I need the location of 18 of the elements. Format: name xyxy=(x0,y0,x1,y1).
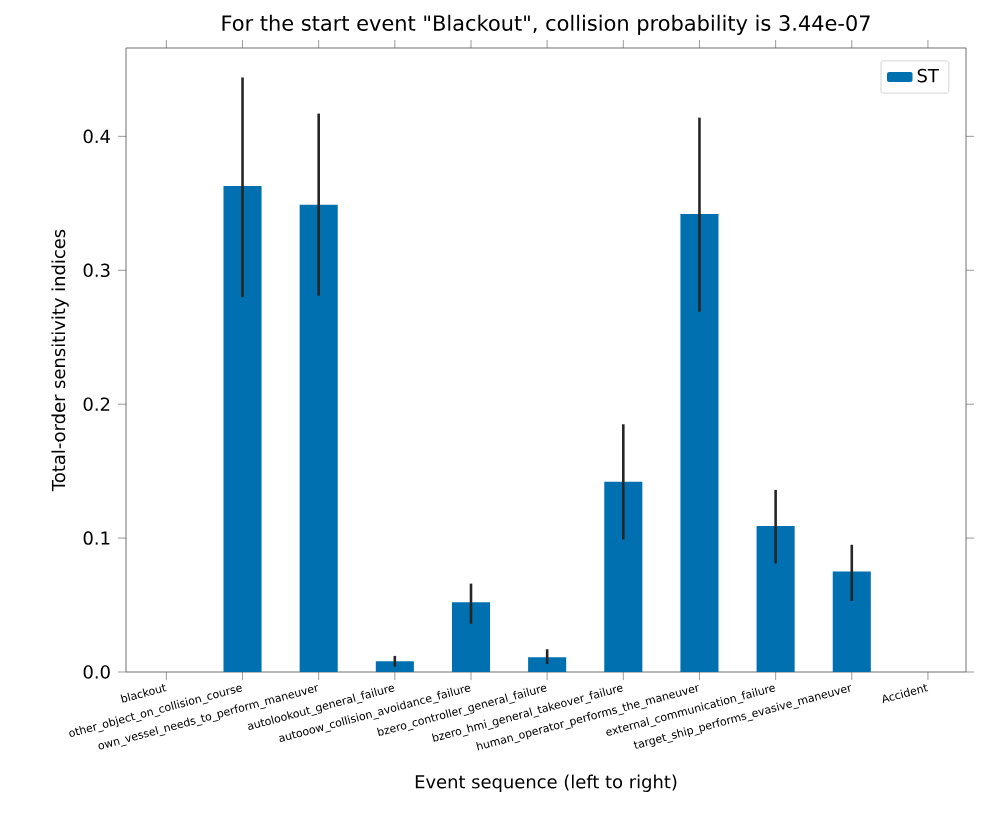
y-tick-label: 0.1 xyxy=(83,531,110,545)
chart-title: For the start event "Blackout", collision probability is 3.44e-07 xyxy=(222,14,870,35)
bar xyxy=(299,204,338,672)
bar xyxy=(756,526,795,672)
bar xyxy=(223,185,262,672)
bar xyxy=(832,571,871,672)
bar xyxy=(680,214,719,672)
bar xyxy=(528,657,567,672)
y-tick-label: 0.3 xyxy=(83,263,110,278)
y-tick-label: 0.0 xyxy=(83,665,110,679)
bar xyxy=(604,481,643,672)
legend-label: ST xyxy=(917,68,939,83)
bar xyxy=(451,602,491,672)
y-tick-label: 0.2 xyxy=(83,397,110,411)
y-tick-label: 0.4 xyxy=(83,129,110,144)
bar xyxy=(375,661,414,672)
y-axis-title: Total-order sensitivity indices xyxy=(51,229,69,492)
x-axis-title: Event sequence (left to right) xyxy=(415,774,677,792)
